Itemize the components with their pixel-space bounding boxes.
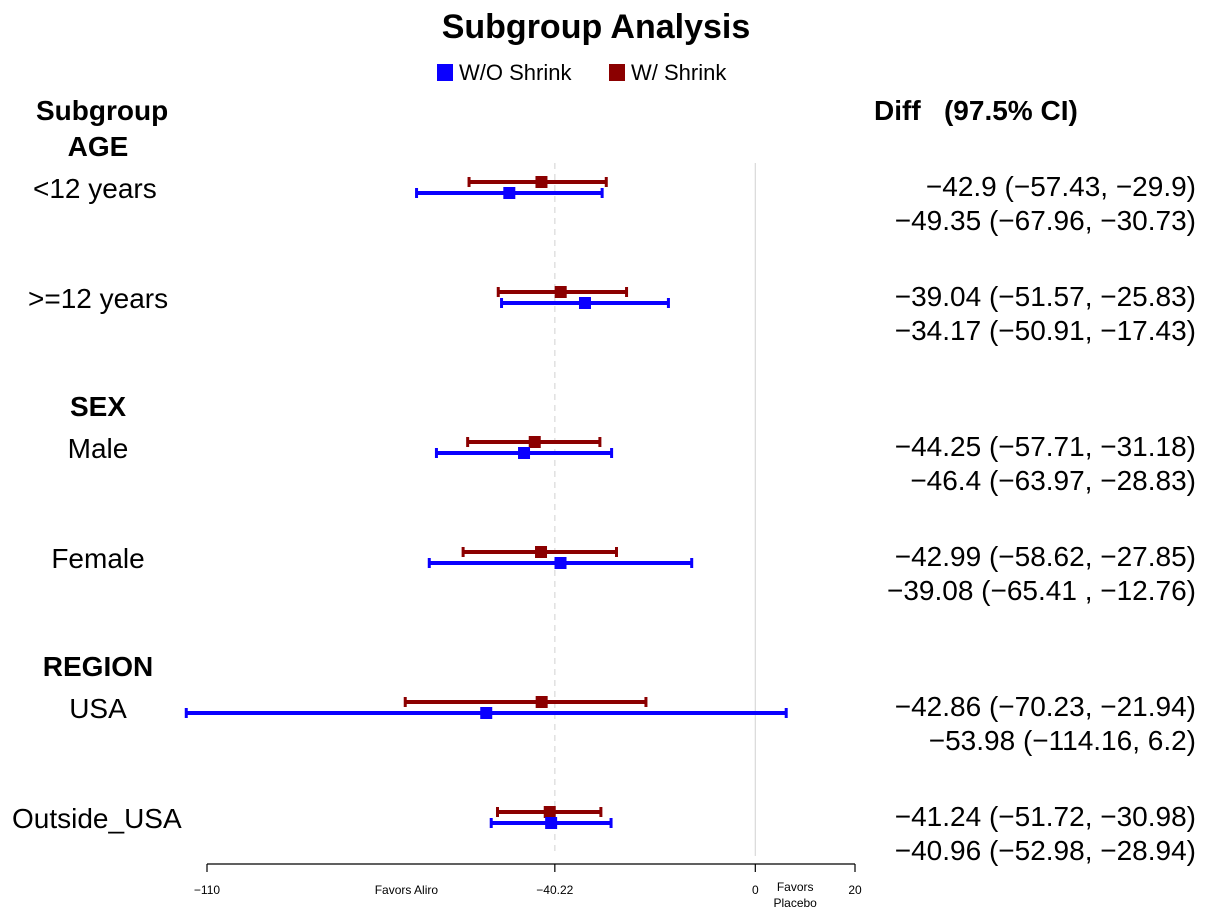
point-estimate-w [554,286,567,298]
ci-text-wo: −49.35 (−67.96, −30.73) [895,205,1196,236]
ci-text-wo: −39.08 (−65.41 , −12.76) [887,575,1196,606]
subgroup-label: Male [68,433,129,464]
legend-swatch-w [609,64,625,81]
group-label: AGE [68,131,129,162]
x-tick-label: 0 [752,883,759,897]
point-estimate-wo [518,447,531,459]
point-estimate-wo [545,817,558,829]
favors-right-label: Favors [777,880,814,894]
subgroup-label: <12 years [33,173,157,204]
favors-left-label: Favors Aliro [375,883,439,897]
ci-text-w: −41.24 (−51.72, −30.98) [895,801,1196,832]
ci-text-wo: −40.96 (−52.98, −28.94) [895,835,1196,866]
ci-text-wo: −34.17 (−50.91, −17.43) [895,315,1196,346]
reference-lines [554,163,756,856]
x-tick-label: −40.22 [536,883,573,897]
group-label: REGION [43,651,153,682]
point-estimate-w [535,546,548,558]
ci-text-w: −39.04 (−51.57, −25.83) [895,281,1196,312]
group-label: SEX [70,391,126,422]
subgroup-label: USA [69,693,127,724]
ci-text-w: −44.25 (−57.71, −31.18) [895,431,1196,462]
x-tick-label: 20 [848,883,862,897]
legend-swatch-wo [437,64,453,81]
point-estimate-wo [503,187,516,199]
subgroup-label: Outside_USA [12,803,182,834]
subgroup-header: Subgroup [36,95,168,126]
point-estimate-wo [554,557,567,569]
ci-text-wo: −46.4 (−63.97, −28.83) [910,465,1196,496]
point-estimate-w [535,696,548,708]
favors-right-label-line2: Placebo [773,896,817,910]
ci-text-wo: −53.98 (−114.16, 6.2) [929,725,1196,756]
point-estimate-w [543,806,556,818]
subgroup-label: >=12 years [28,283,168,314]
subgroup-label: Female [51,543,144,574]
legend-label-w: W/ Shrink [631,60,727,85]
x-axis: −110 −40.22 0 20 Favors Aliro Favors Placebo [194,863,862,910]
point-estimate-w [535,176,548,188]
x-tick-label: −110 [194,883,220,897]
ci-text-w: −42.9 (−57.43, −29.9) [926,171,1196,202]
chart-title: Subgroup Analysis [442,8,751,46]
estimate-header: Diff (97.5% CI) [874,95,1078,126]
point-estimate-w [528,436,541,448]
point-estimate-wo [578,297,591,309]
subgroup-rows: AGE <12 years −42.9 (−57.43, −29.9)−49.35 … [12,131,1196,866]
ci-text-w: −42.86 (−70.23, −21.94) [895,691,1196,722]
ci-text-w: −42.99 (−58.62, −27.85) [895,541,1196,572]
point-estimate-wo [480,707,493,719]
legend-label-wo: W/O Shrink [459,60,572,85]
legend: W/O Shrink W/ Shrink [437,60,727,85]
